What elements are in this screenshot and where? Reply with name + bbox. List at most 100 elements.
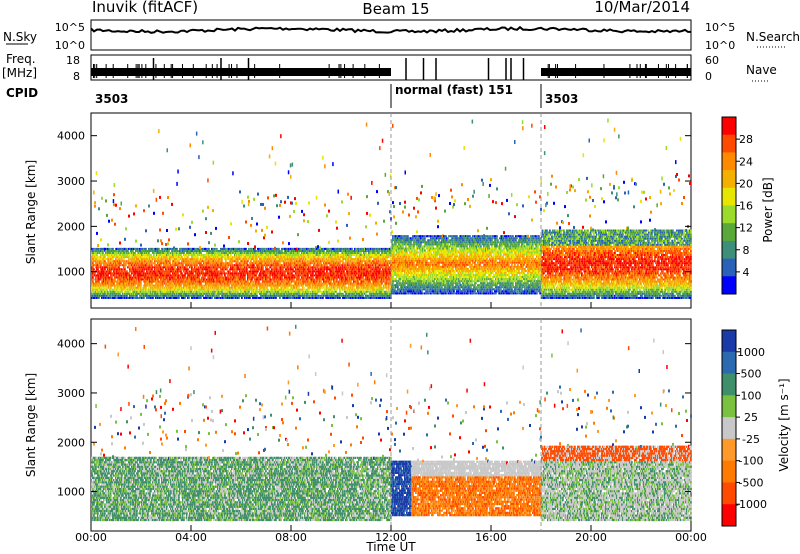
heatmap-cell (151, 268, 153, 270)
heatmap-cell (289, 291, 291, 293)
heatmap-cell (95, 277, 97, 279)
heatmap-cell (255, 250, 257, 252)
heatmap-cell (169, 277, 171, 279)
heatmap-cell (238, 281, 240, 283)
heatmap-cell (124, 268, 126, 270)
heatmap-cell (314, 274, 316, 276)
heatmap-cell (133, 212, 135, 215)
heatmap-cell (191, 221, 193, 224)
heatmap-cell (221, 274, 223, 276)
heatmap-cell (99, 279, 101, 281)
heatmap-cell (274, 277, 276, 279)
heatmap-cell (114, 270, 116, 272)
heatmap-cell (126, 252, 128, 254)
heatmap-cell (224, 287, 226, 289)
heatmap-cell (178, 227, 180, 230)
heatmap-cell (143, 270, 145, 272)
heatmap-cell (192, 285, 194, 287)
heatmap-cell (171, 258, 173, 260)
heatmap-cell (103, 287, 105, 289)
heatmap-cell (226, 272, 228, 274)
heatmap-cell (181, 262, 183, 264)
heatmap-cell (231, 287, 233, 289)
heatmap-cell (310, 270, 312, 272)
heatmap-cell (128, 283, 130, 285)
heatmap-cell (100, 277, 102, 279)
heatmap-cell (194, 233, 196, 236)
heatmap-cell (174, 266, 176, 268)
heatmap-cell (237, 285, 239, 287)
heatmap-cell (279, 204, 281, 207)
heatmap-cell (265, 285, 267, 287)
heatmap-cell (313, 248, 315, 250)
heatmap-cell (318, 291, 320, 293)
heatmap-cell (198, 277, 200, 279)
heatmap-cell (135, 204, 137, 207)
heatmap-cell (140, 285, 142, 287)
heatmap-cell (149, 264, 151, 266)
heatmap-cell (176, 248, 178, 250)
heatmap-cell (136, 256, 138, 258)
heatmap-cell (256, 260, 258, 262)
heatmap-cell (159, 256, 161, 258)
heatmap-cell (318, 266, 320, 268)
heatmap-cell (147, 285, 149, 287)
heatmap-cell (250, 260, 252, 262)
heatmap-cell (98, 266, 100, 268)
heatmap-cell (124, 293, 126, 295)
heatmap-cell (312, 272, 314, 274)
heatmap-cell (268, 264, 270, 266)
heatmap-cell (119, 258, 121, 260)
heatmap-cell (119, 293, 121, 295)
heatmap-cell (228, 279, 230, 281)
heatmap-cell (200, 250, 202, 252)
heatmap-cell (124, 266, 126, 268)
heatmap-cell (322, 264, 324, 266)
heatmap-cell (151, 283, 153, 285)
cpid-segment-label: 3503 (95, 92, 128, 106)
heatmap-cell (260, 270, 262, 272)
heatmap-cell (150, 254, 152, 256)
heatmap-cell (326, 283, 328, 285)
heatmap-cell (303, 279, 305, 281)
heatmap-cell (265, 272, 267, 274)
heatmap-cell (214, 279, 216, 281)
heatmap-cell (152, 248, 154, 250)
heatmap-cell (194, 295, 196, 297)
heatmap-cell (277, 268, 279, 270)
heatmap-cell (187, 242, 189, 245)
heatmap-cell (150, 285, 152, 287)
heatmap-cell (184, 289, 186, 291)
heatmap-cell (279, 250, 281, 252)
heatmap-cell (287, 287, 289, 289)
heatmap-cell (140, 244, 142, 247)
heatmap-cell (119, 270, 121, 272)
heatmap-cell (303, 289, 305, 291)
heatmap-cell (264, 287, 266, 289)
heatmap-cell (165, 243, 167, 246)
heatmap-cell (146, 291, 148, 293)
heatmap-cell (141, 295, 143, 297)
heatmap-cell (188, 279, 190, 281)
heatmap-cell (178, 295, 180, 297)
heatmap-cell (269, 277, 271, 279)
heatmap-cell (322, 293, 324, 295)
heatmap-cell (276, 250, 278, 252)
heatmap-cell (97, 244, 99, 247)
heatmap-cell (168, 268, 170, 270)
heatmap-cell (231, 250, 233, 252)
heatmap-cell (237, 264, 239, 266)
heatmap-cell (266, 287, 268, 289)
radar-plot: Inuvik (fitACF) Beam 15 10/Mar/2014 N.Sk… (0, 0, 800, 554)
heatmap-cell (110, 260, 112, 262)
heatmap-cell (146, 281, 148, 283)
heatmap-cell (122, 270, 124, 272)
heatmap-cell (187, 268, 189, 270)
heatmap-cell (284, 289, 286, 291)
heatmap-cell (314, 264, 316, 266)
heatmap-cell (158, 258, 160, 260)
heatmap-cell (262, 266, 264, 268)
heatmap-cell (213, 293, 215, 295)
heatmap-cell (279, 262, 281, 264)
heatmap-cell (307, 277, 309, 279)
